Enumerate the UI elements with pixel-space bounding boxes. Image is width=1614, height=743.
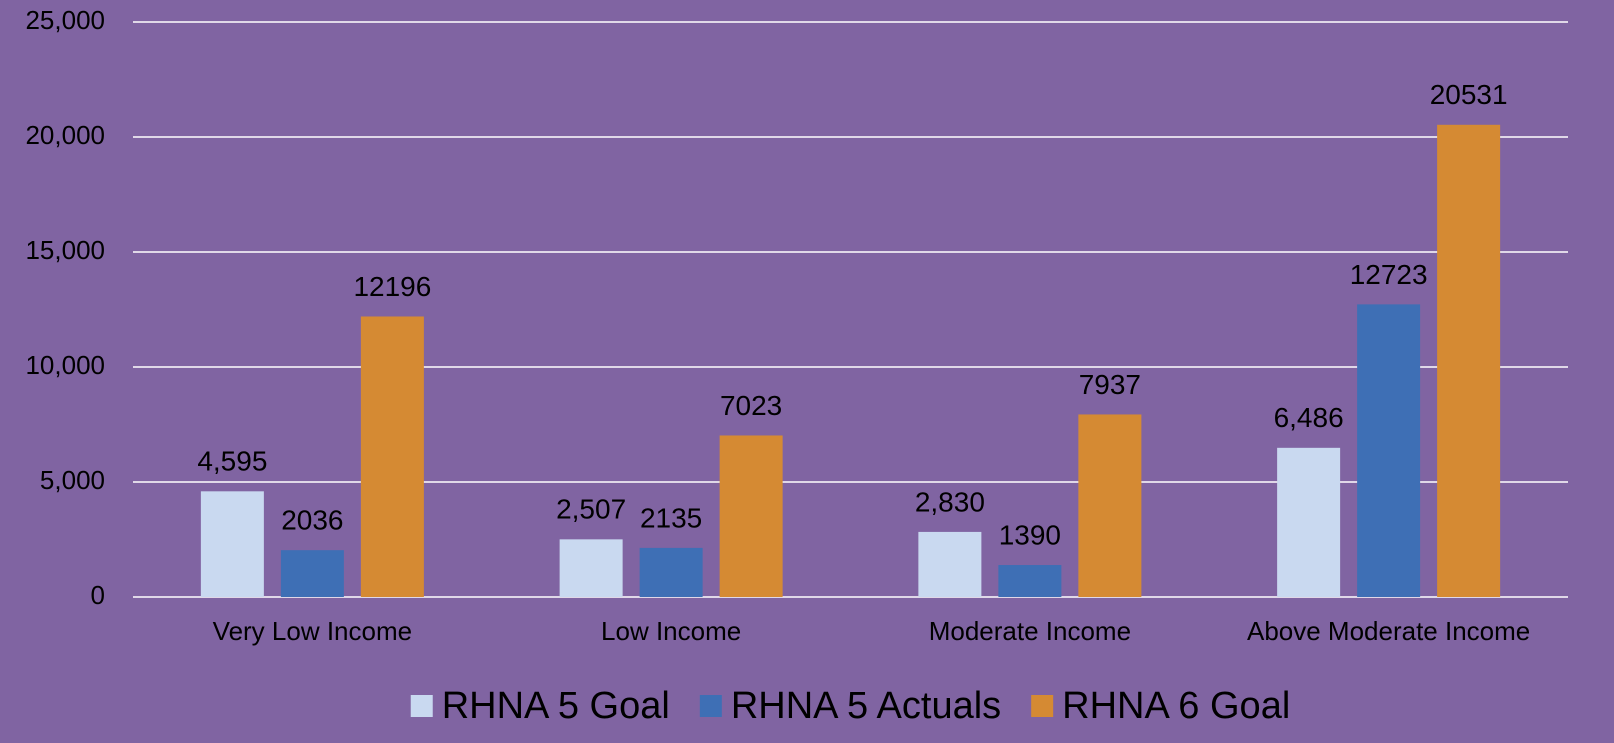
bar [280,550,344,597]
bar [1078,414,1142,597]
y-tick-label: 5,000 [40,465,105,495]
data-label: 7023 [720,390,782,421]
bar [1357,304,1421,597]
data-label: 2135 [640,502,702,533]
y-tick-label: 10,000 [25,350,105,380]
data-label: 12196 [353,271,431,302]
bar [998,565,1062,597]
bar [360,316,424,597]
data-label: 20531 [1430,79,1508,110]
data-label: 2036 [281,505,343,536]
bar [639,547,703,597]
y-tick-label: 0 [91,580,105,610]
data-label: 7937 [1079,369,1141,400]
y-tick-label: 20,000 [25,120,105,150]
data-label: 12723 [1350,259,1428,290]
bar [1437,124,1501,598]
legend-label: RHNA 5 Actuals [731,685,1001,727]
bar [200,491,264,597]
data-label: 4,595 [197,446,267,477]
data-label: 1390 [999,519,1061,550]
legend-label: RHNA 6 Goal [1062,685,1290,727]
y-tick-label: 25,000 [25,5,105,35]
x-tick-label: Above Moderate Income [1247,616,1530,646]
data-label: 2,507 [556,494,626,525]
data-label: 6,486 [1274,402,1344,433]
y-tick-label: 15,000 [25,235,105,265]
data-label: 2,830 [915,486,985,517]
legend-label: RHNA 5 Goal [442,685,670,727]
x-tick-label: Low Income [601,616,741,646]
bar [1277,447,1341,597]
legend-swatch [410,695,433,717]
bar [918,531,982,597]
bar [559,539,623,597]
bar [719,435,783,597]
legend-swatch [699,695,722,717]
legend-swatch [1031,695,1054,717]
x-tick-label: Moderate Income [929,616,1131,646]
x-tick-label: Very Low Income [213,616,412,646]
